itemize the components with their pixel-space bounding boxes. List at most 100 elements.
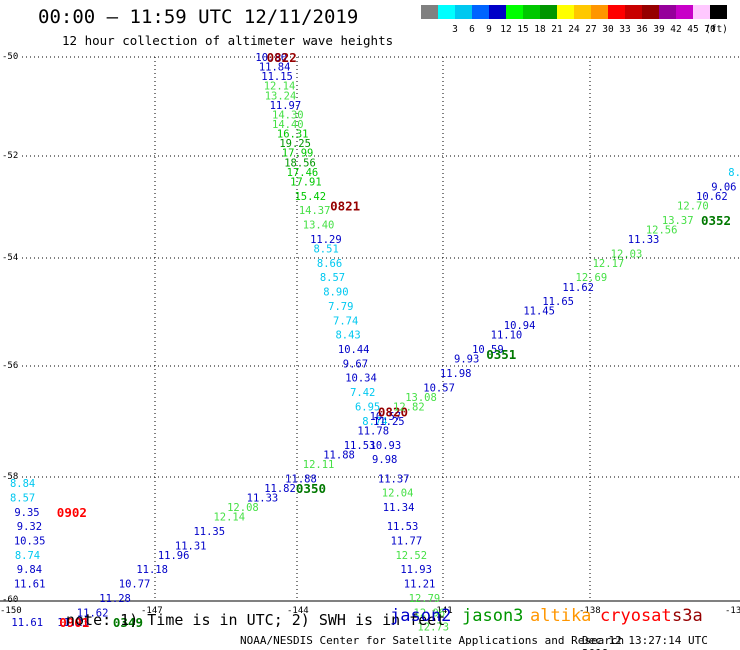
color-bin-label: 45 bbox=[687, 24, 698, 35]
color-bin-label: 33 bbox=[619, 24, 630, 35]
wave-height-value: 16.31 bbox=[277, 129, 309, 141]
lon-tick-label: -138 bbox=[579, 606, 601, 616]
wave-height-value: 10.77 bbox=[119, 579, 151, 591]
wave-height-value: 12.79 bbox=[409, 593, 441, 605]
wave-height-value: 11.53 bbox=[344, 440, 376, 452]
color-bin-label: 30 bbox=[602, 24, 614, 35]
wave-height-value: 7.79 bbox=[328, 301, 353, 313]
wave-height-value: 11.28 bbox=[99, 593, 131, 605]
wave-height-value: 12.14 bbox=[213, 512, 245, 524]
color-bin-70 bbox=[693, 5, 710, 19]
wave-height-value: 11.88 bbox=[285, 473, 317, 485]
color-bin-label: 15 bbox=[517, 24, 528, 35]
wave-height-value: 11.21 bbox=[404, 579, 436, 591]
wave-height-value: 11.61 bbox=[14, 579, 46, 591]
color-bin-33 bbox=[608, 5, 625, 19]
wave-height-value: 10.44 bbox=[338, 344, 370, 356]
wave-height-value: 11.82 bbox=[264, 483, 296, 495]
wave-height-value: 11.23 bbox=[57, 617, 89, 629]
color-bin-6 bbox=[455, 5, 472, 19]
wave-height-value: 11.35 bbox=[193, 526, 225, 538]
wave-height-value: 13.24 bbox=[265, 90, 297, 102]
wave-height-value: 10.34 bbox=[345, 373, 377, 385]
wave-height-value: 10.94 bbox=[504, 320, 536, 332]
satellite-legend-altika: altika bbox=[530, 606, 592, 626]
wave-height-value: 8.84 bbox=[10, 478, 35, 490]
color-bin-label: 18 bbox=[534, 24, 546, 35]
wave-height-value: 12.08 bbox=[227, 502, 259, 514]
color-bin-36 bbox=[625, 5, 642, 19]
color-bin-label: 12 bbox=[500, 24, 511, 35]
wave-height-value: 17.99 bbox=[282, 148, 314, 160]
pass-time-label: 0902 bbox=[57, 505, 87, 520]
wave-height-value: 11.45 bbox=[523, 306, 555, 318]
wave-height-value: 11.61 bbox=[11, 617, 43, 629]
wave-height-value: 8.57 bbox=[10, 492, 35, 504]
color-bin-12 bbox=[489, 5, 506, 19]
wave-height-value: 11.84 bbox=[259, 62, 291, 74]
satellite-legend-jason2: jason2 bbox=[390, 606, 452, 626]
wave-height-value: 19.25 bbox=[279, 138, 311, 150]
wave-height-value: 11.96 bbox=[158, 550, 190, 562]
wave-height-value: 17.91 bbox=[290, 176, 322, 188]
pass-time-label: 0901 bbox=[59, 615, 89, 630]
satellite-legend-cryosat: cryosat bbox=[600, 606, 672, 626]
lat-tick-label: -54 bbox=[2, 253, 18, 263]
color-bin-3 bbox=[438, 5, 455, 19]
color-bin-9 bbox=[472, 5, 489, 19]
wave-height-value: 11.37 bbox=[378, 473, 410, 485]
color-bin-30 bbox=[591, 5, 608, 19]
color-bin-24 bbox=[557, 5, 574, 19]
wave-height-value: 9.84 bbox=[17, 564, 42, 576]
color-bin-21 bbox=[540, 5, 557, 19]
wave-height-value: 7.74 bbox=[333, 315, 358, 327]
wave-height-value: 12.70 bbox=[677, 200, 709, 212]
color-bin-label: 36 bbox=[636, 24, 648, 35]
wave-height-value: 13.08 bbox=[405, 392, 437, 404]
wave-height-value: 11.88 bbox=[323, 449, 355, 461]
lat-tick-label: -58 bbox=[2, 472, 18, 482]
wave-height-value: 8.74 bbox=[362, 416, 387, 428]
wave-height-value: 11.65 bbox=[542, 296, 574, 308]
lon-tick-label: -13 bbox=[725, 606, 740, 616]
wave-height-value: 11.33 bbox=[628, 234, 660, 246]
color-bin-45 bbox=[676, 5, 693, 19]
wave-height-value: 9.67 bbox=[343, 358, 368, 370]
wave-height-value: 8.43 bbox=[335, 330, 360, 342]
wave-height-value: 11.62 bbox=[77, 607, 109, 619]
lon-tick-label: -150 bbox=[0, 606, 22, 616]
track-jason3: 11.61 11.2311.6211.2810.7711.1811.9611.31… bbox=[11, 167, 740, 630]
wave-height-value: 10.93 bbox=[370, 440, 402, 452]
color-bin-18 bbox=[523, 5, 540, 19]
wave-height-value: 14.30 bbox=[272, 109, 304, 121]
pass-time-label: 0351 bbox=[486, 347, 516, 362]
wave-height-value: 13.37 bbox=[662, 215, 694, 227]
pass-time-label: 0820 bbox=[378, 404, 408, 419]
lat-tick-label: -50 bbox=[2, 52, 18, 62]
wave-height-value: 11.34 bbox=[383, 502, 415, 514]
wave-height-value: 8.66 bbox=[317, 258, 342, 270]
lon-tick-label: -141 bbox=[431, 606, 453, 616]
color-bin-label: 3 bbox=[452, 24, 458, 35]
wave-height-value: 12.73 bbox=[417, 622, 449, 634]
color-bin-label: 9 bbox=[486, 24, 492, 35]
wave-height-value: 11.31 bbox=[175, 540, 207, 552]
lat-tick-label: -56 bbox=[2, 361, 18, 371]
note-text: note: 1) Time is in UTC; 2) SWH is in fe… bbox=[66, 611, 446, 629]
wave-height-value: 8.90 bbox=[323, 287, 348, 299]
wave-height-value: 11.93 bbox=[400, 564, 432, 576]
wave-height-value: 12.17 bbox=[593, 258, 625, 270]
wave-height-value: 11.53 bbox=[387, 521, 419, 533]
wave-height-value: 12.96 bbox=[414, 607, 446, 619]
wave-height-value: 14.40 bbox=[272, 119, 304, 131]
wave-height-value: 11.78 bbox=[357, 425, 389, 437]
wave-height-value: 13.40 bbox=[303, 220, 335, 232]
wave-height-value: 12.11 bbox=[303, 459, 335, 471]
wave-height-value: 12.69 bbox=[576, 272, 608, 284]
wave-height-value: 10.35 bbox=[14, 536, 46, 548]
wave-height-value: 7.42 bbox=[350, 387, 375, 399]
pass-time-label: 0350 bbox=[296, 481, 326, 496]
wave-height-value: 8.81 bbox=[728, 167, 740, 179]
